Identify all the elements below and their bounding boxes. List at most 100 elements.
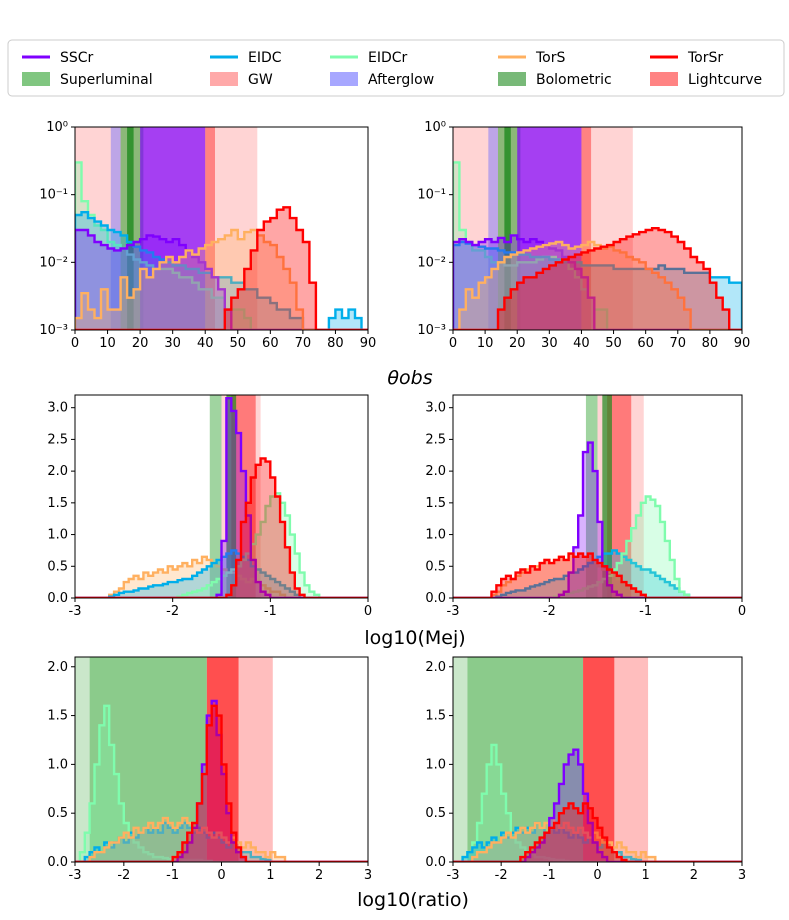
band-sscr-4 [517,127,582,330]
xtick-label: 60 [637,336,654,351]
hist-line-tors [453,240,742,330]
band-superluminal-0 [453,657,468,862]
xtick-label: -1 [543,868,556,883]
ytick-label: 3.0 [425,401,446,416]
xtick-label: 20 [132,336,149,351]
panel-ratio-right: -3 -2 -1 0 1 2 3 0.0 0.5 1.0 1.5 2.0 [425,656,746,883]
ytick-label: 10⁻¹ [39,188,68,203]
legend-label-gw: GW [248,72,273,88]
hist-line-sscr [75,699,368,862]
hist-line-torsr [453,552,742,598]
ytick-label: 1.0 [47,528,68,543]
hist-fill-tors [453,242,742,330]
ytick-label: 1.0 [425,757,446,772]
hist-line-torsr [75,206,368,330]
band-bolometric-3 [602,395,612,598]
axes-frame [452,394,743,599]
hist-fill-eidcr [75,162,368,330]
hist-line-torsr [75,457,368,598]
xtick-label: -3 [69,868,82,883]
band-sscr-4 [140,127,206,330]
legend: SSCr EIDC EIDCr TorS TorSr Superluminal GW Afte… [7,39,785,97]
hist-fill-eidc [75,212,368,330]
hist-fill-torsr [75,705,368,862]
legend-swatch-gw [210,72,238,86]
xtick-label: -3 [447,868,460,883]
hist-line-torsr [75,704,368,862]
band-afterglow-1 [110,127,121,330]
ytick-label: 1.5 [425,496,446,511]
hist-line-eidc [453,821,742,862]
legend-label-eidc: EIDC [248,50,282,66]
xtick-label: 80 [327,336,344,351]
xtick-label: -2 [117,868,130,883]
xlabel-ratio: log10(ratio) [357,889,469,911]
xtick-label: -3 [69,604,82,619]
ytick-label: 0.0 [425,855,446,870]
ytick-label: 0.0 [47,855,68,870]
panel-ratio-left: -3 -2 -1 0 1 2 3 0.0 0.5 1.0 1.5 2.0 [47,656,372,883]
xtick-label: 0 [738,604,746,619]
ytick-label: 2.0 [47,464,68,479]
hist-fill-eidcr [453,496,742,598]
ytick-label: 2.5 [425,432,446,447]
xtick-label: 0 [593,868,601,883]
ytick-label: 0.5 [425,806,446,821]
xlabel-theta: θobs [387,367,432,389]
hist-fill-sscr [75,700,368,862]
xtick-label: 90 [360,336,377,351]
hist-line-eidcr [453,495,742,598]
band-bolometric-3 [226,395,237,598]
ytick-label: 2.5 [47,432,68,447]
xtick-label: 70 [295,336,312,351]
legend-label-sscr: SSCr [60,50,94,66]
xtick-label: 80 [702,336,719,351]
xtick-label: 0 [449,336,457,351]
hist-line-sscr [75,397,368,598]
hist-fill-torsr [453,803,742,862]
hist-line-eidcr [453,743,742,862]
panel-mej-left: -3 -2 -1 0 0.0 0.5 1.0 1.5 2.0 2.5 3.0 [47,394,372,619]
legend-swatch-lightcurve [650,72,678,86]
legend-label-bolometric: Bolometric [536,72,612,88]
hist-line-eidc [75,211,368,330]
axes-frame [452,126,743,331]
hist-fill-sscr [453,235,742,330]
ytick-label: 10⁻¹ [417,188,446,203]
legend-label-torsr: TorSr [687,50,723,66]
xtick-label: 1 [642,868,650,883]
xtick-label: 90 [734,336,751,351]
band-lightcurve-5 [581,127,592,330]
panel-theta-left: 0 10 20 30 40 50 60 70 80 90 10⁻³ 10⁻² 10⁻¹ 10⁰ [39,120,376,351]
xtick-label: 2 [690,868,698,883]
hist-line-torsr [453,227,742,330]
legend-label-tors: TorS [535,50,565,66]
ytick-label: 1.5 [47,709,68,724]
hist-fill-tors [453,553,742,598]
xtick-label: 50 [605,336,622,351]
xtick-label: 0 [364,604,372,619]
panel-mej-right: -3 -2 -1 0 0.0 0.5 1.0 1.5 2.0 2.5 3.0 [425,394,746,619]
axes-frame [74,126,369,331]
hist-line-eidc [75,549,368,598]
xtick-label: -2 [543,604,556,619]
hist-line-tors [75,228,368,330]
hist-fill-torsr [453,553,742,598]
band-superluminal-0 [75,657,90,862]
hist-fill-sscr [75,230,368,330]
legend-swatch-bolometric [498,72,526,86]
band-lightcurve-2 [206,657,239,862]
hist-fill-tors [75,818,368,862]
panel-theta-right: 0 10 20 30 40 50 60 70 80 90 10⁻³ 10⁻² 10⁻¹ 10⁰ [417,120,750,351]
axes-frame [74,394,369,599]
xlabel-mej: log10(Mej) [364,627,465,649]
xtick-label: 70 [670,336,687,351]
xtick-label: 40 [573,336,590,351]
xtick-label: 0 [217,868,225,883]
ytick-label: 2.0 [47,660,68,675]
ytick-label: 10⁻³ [417,323,446,338]
hist-line-sscr [453,234,742,330]
band-afterglow-1 [488,127,498,330]
legend-label-lightcurve: Lightcurve [688,72,762,88]
hist-line-eidc [453,240,742,330]
